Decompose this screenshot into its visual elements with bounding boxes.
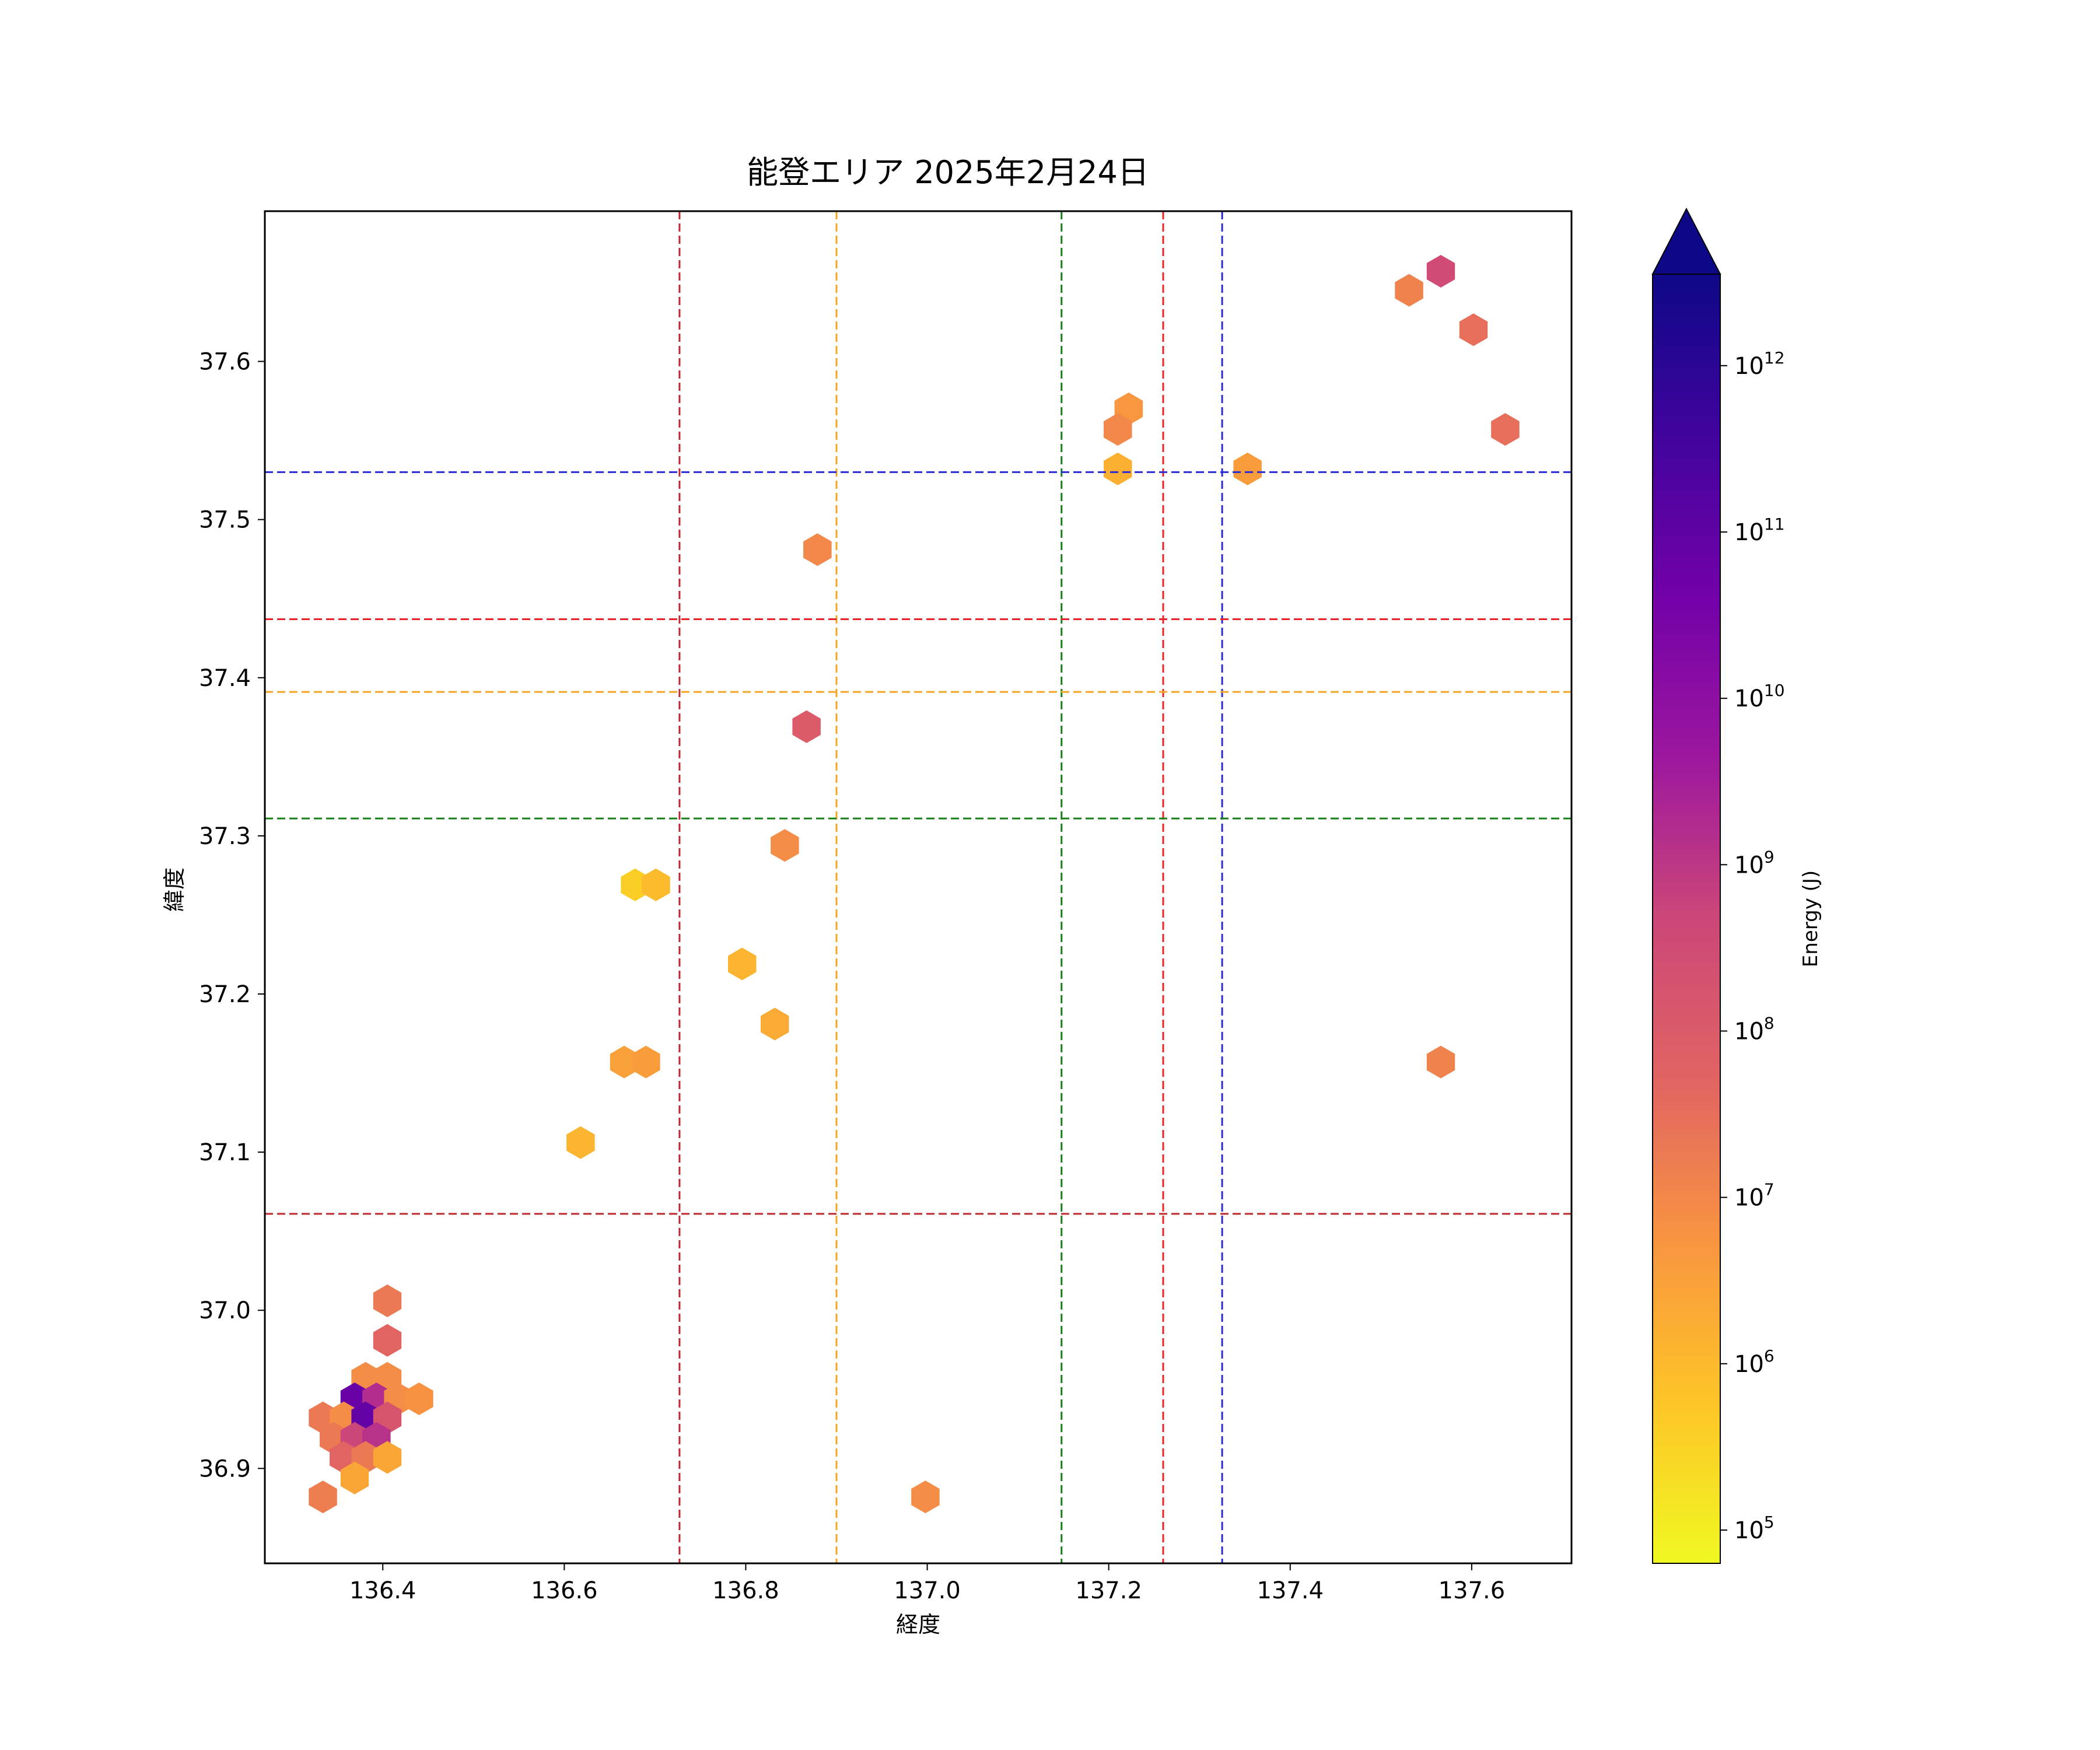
hexbin-cell <box>632 1045 660 1079</box>
hexbin-cell <box>373 1441 402 1474</box>
hexbin-cell <box>340 1461 369 1494</box>
x-tick-label: 136.6 <box>531 1577 598 1604</box>
hexbin-cell <box>566 1126 595 1159</box>
hexbin-cell <box>803 533 832 566</box>
hexbin-cell <box>1104 452 1132 485</box>
hexbin-cell <box>1395 274 1423 307</box>
y-tick-label: 37.4 <box>199 665 251 692</box>
y-axis: 36.9 37.0 37.1 37.2 37.3 37.4 37.5 37.6 <box>199 349 265 1482</box>
hexbin-cell <box>1426 255 1455 288</box>
colorbar-ticks: 105 106 107 108 109 1010 1011 1012 <box>1720 348 1785 1544</box>
x-axis-label: 経度 <box>896 1612 940 1637</box>
hexbin-cell <box>373 1284 402 1317</box>
x-tick-label: 137.4 <box>1257 1577 1324 1604</box>
hexbin-cell <box>1104 413 1132 446</box>
x-tick-label: 136.8 <box>712 1577 779 1604</box>
colorbar-extend-arrow <box>1651 207 1721 275</box>
chart-title: 能登エリア 2025年2月24日 <box>747 154 1149 191</box>
colorbar-tick-label: 109 <box>1734 847 1774 878</box>
y-tick-label: 36.9 <box>199 1455 251 1482</box>
colorbar-tick-label: 106 <box>1734 1346 1774 1378</box>
hexbin-cell <box>405 1382 433 1415</box>
hexbin-cell <box>911 1480 940 1514</box>
hexbin-cell <box>1426 1045 1455 1079</box>
colorbar-label: Energy (J) <box>1799 870 1822 967</box>
colorbar-tick-label: 105 <box>1734 1513 1774 1544</box>
colorbar-gradient <box>1652 274 1721 1564</box>
hexbin-cell <box>728 947 757 981</box>
y-tick-label: 37.1 <box>199 1139 251 1166</box>
hexbin-cell <box>792 710 821 743</box>
x-tick-label: 136.4 <box>349 1577 416 1604</box>
y-tick-label: 37.6 <box>199 349 251 376</box>
hexbin-cell <box>309 1480 337 1514</box>
plot-frame <box>264 210 1573 1564</box>
hexbin-cell <box>1491 413 1520 446</box>
x-axis: 136.4 136.6 136.8 137.0 137.2 137.4 137.6 <box>349 1563 1505 1604</box>
hexbin-cell <box>642 868 670 901</box>
y-tick-label: 37.0 <box>199 1297 251 1324</box>
x-tick-label: 137.2 <box>1075 1577 1142 1604</box>
colorbar-tick-label: 1010 <box>1734 681 1785 712</box>
colorbar-tick-label: 107 <box>1734 1180 1774 1212</box>
hexbin-cell <box>373 1324 402 1357</box>
colorbar-tick-label: 1012 <box>1734 348 1785 380</box>
y-tick-label: 37.2 <box>199 981 251 1008</box>
x-tick-label: 137.6 <box>1438 1577 1506 1604</box>
y-tick-label: 37.3 <box>199 823 251 850</box>
hexbin-cell <box>1233 452 1262 485</box>
y-tick-label: 37.5 <box>199 507 251 534</box>
plot-area <box>265 211 1572 1563</box>
hexbin-cell <box>771 829 799 862</box>
y-axis-label: 緯度 <box>162 867 187 912</box>
hexbin-cell <box>1459 313 1488 346</box>
x-tick-label: 137.0 <box>894 1577 961 1604</box>
colorbar-tick-label: 1011 <box>1734 514 1785 546</box>
colorbar: 105 106 107 108 109 1010 1011 1012 Energy (J) <box>1651 207 1822 1564</box>
colorbar-tick-label: 108 <box>1734 1013 1774 1045</box>
hexbin-cell <box>761 1007 789 1041</box>
hexbin-cell <box>610 1045 639 1079</box>
